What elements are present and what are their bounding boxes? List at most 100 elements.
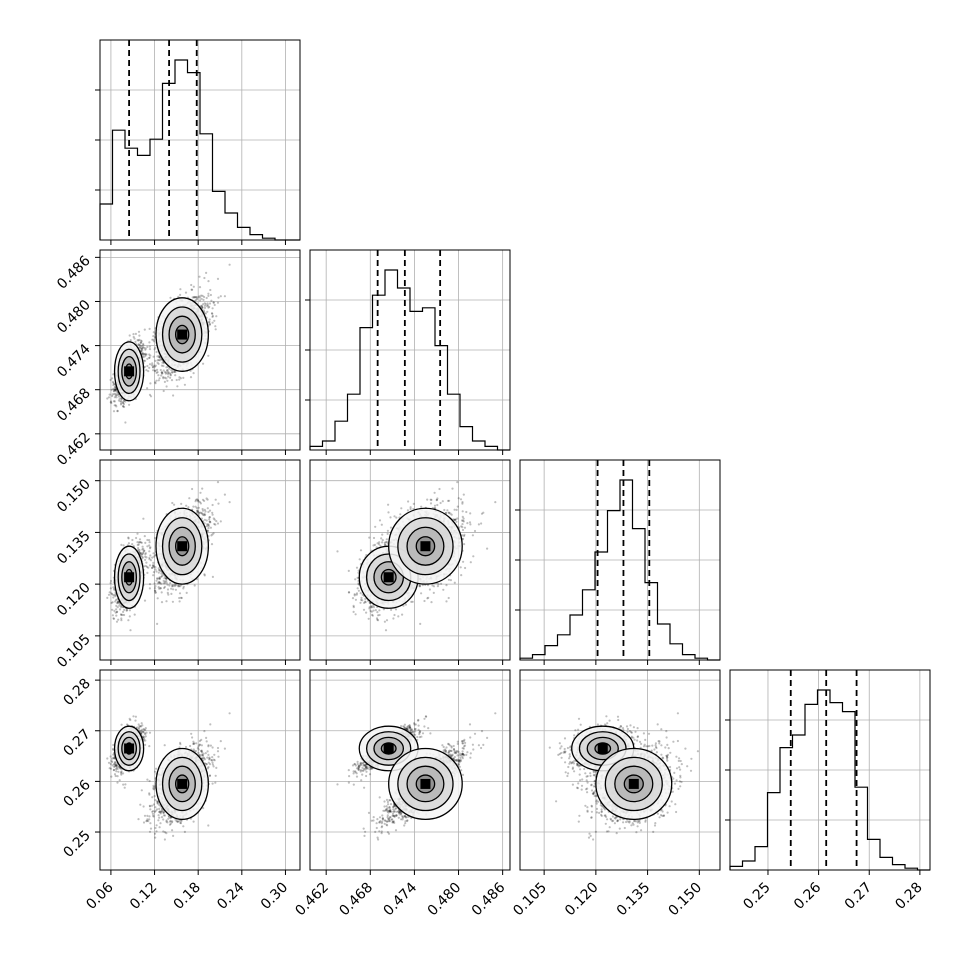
sample-point xyxy=(207,294,210,297)
sample-point xyxy=(182,376,185,379)
sample-point xyxy=(171,371,174,374)
sample-point xyxy=(216,277,220,280)
sample-point xyxy=(162,579,165,583)
sample-point xyxy=(142,552,145,555)
sample-point xyxy=(211,321,214,324)
sample-point xyxy=(110,601,113,605)
sample-point xyxy=(106,397,109,400)
sample-point xyxy=(206,310,209,313)
sample-point xyxy=(146,357,149,360)
sample-point xyxy=(152,564,155,567)
sample-point xyxy=(160,591,163,594)
sample-point xyxy=(149,354,152,357)
y-tick-label: 0.480 xyxy=(54,297,94,337)
sample-point xyxy=(204,510,207,513)
sample-point xyxy=(113,382,116,385)
sample-point xyxy=(158,377,161,380)
sample-point xyxy=(163,380,166,383)
sample-point xyxy=(111,393,114,396)
sample-point xyxy=(157,379,160,382)
histogram-0 xyxy=(99,59,300,241)
sample-point xyxy=(148,564,152,567)
sample-point xyxy=(116,410,119,413)
sample-point xyxy=(115,389,118,392)
sample-point xyxy=(214,328,217,331)
sample-point xyxy=(109,582,112,585)
sample-point xyxy=(142,346,145,349)
sample-point xyxy=(114,392,117,395)
sample-point xyxy=(183,383,186,386)
sample-point xyxy=(173,503,176,506)
sample-point xyxy=(214,325,217,328)
sample-point xyxy=(113,388,117,392)
sample-point xyxy=(152,574,155,577)
sample-point xyxy=(215,315,218,318)
sample-point xyxy=(156,355,159,358)
sample-point xyxy=(211,315,214,318)
sample-point xyxy=(107,396,111,399)
sample-point xyxy=(207,354,210,357)
sample-point xyxy=(157,571,160,574)
sample-point xyxy=(115,620,119,623)
sample-point xyxy=(163,371,167,374)
sample-point xyxy=(211,307,214,310)
sample-point xyxy=(154,364,157,367)
sample-point xyxy=(189,376,193,379)
sample-point xyxy=(159,587,162,590)
sample-point xyxy=(115,608,118,611)
sample-point xyxy=(201,487,204,490)
sample-point xyxy=(143,346,146,350)
sample-point xyxy=(143,328,146,331)
sample-point xyxy=(215,520,218,523)
sample-point xyxy=(112,410,116,413)
sample-point xyxy=(211,575,214,579)
sample-point xyxy=(138,334,141,337)
sample-point xyxy=(210,299,213,302)
sample-point xyxy=(146,345,149,348)
sample-point xyxy=(131,538,134,542)
sample-point xyxy=(120,613,123,617)
density-peak xyxy=(177,329,188,340)
sample-point xyxy=(152,364,155,367)
sample-point xyxy=(140,340,143,343)
sample-point xyxy=(160,374,163,377)
sample-point xyxy=(117,618,120,621)
sample-point xyxy=(144,555,147,558)
sample-point xyxy=(115,394,118,397)
sample-point xyxy=(178,585,182,588)
sample-point xyxy=(154,568,157,571)
sample-point xyxy=(120,400,123,403)
sample-point xyxy=(162,377,165,380)
sample-point xyxy=(179,377,182,380)
sample-point xyxy=(109,400,113,403)
sample-point xyxy=(144,347,147,350)
sample-point xyxy=(211,312,214,315)
sample-point xyxy=(149,382,152,385)
sample-point xyxy=(208,322,212,325)
sample-point xyxy=(144,541,147,545)
sample-point xyxy=(148,550,151,553)
sample-point xyxy=(152,331,155,334)
sample-point xyxy=(155,570,158,573)
sample-point xyxy=(185,504,188,507)
sample-point xyxy=(128,609,131,612)
sample-point xyxy=(129,629,132,632)
sample-point xyxy=(146,364,149,368)
sample-point xyxy=(144,353,147,356)
sample-point xyxy=(165,385,168,388)
sample-point xyxy=(168,584,171,587)
sample-point xyxy=(153,587,157,590)
sample-point xyxy=(155,350,158,354)
sample-point xyxy=(169,376,172,379)
sample-point xyxy=(156,371,159,374)
y-tick-label: 0.486 xyxy=(54,253,94,293)
sample-point xyxy=(194,500,197,503)
sample-point xyxy=(137,343,140,347)
sample-point xyxy=(146,571,149,575)
sample-point xyxy=(152,355,155,358)
sample-point xyxy=(139,345,142,348)
sample-point xyxy=(207,280,210,283)
sample-point xyxy=(122,544,125,547)
